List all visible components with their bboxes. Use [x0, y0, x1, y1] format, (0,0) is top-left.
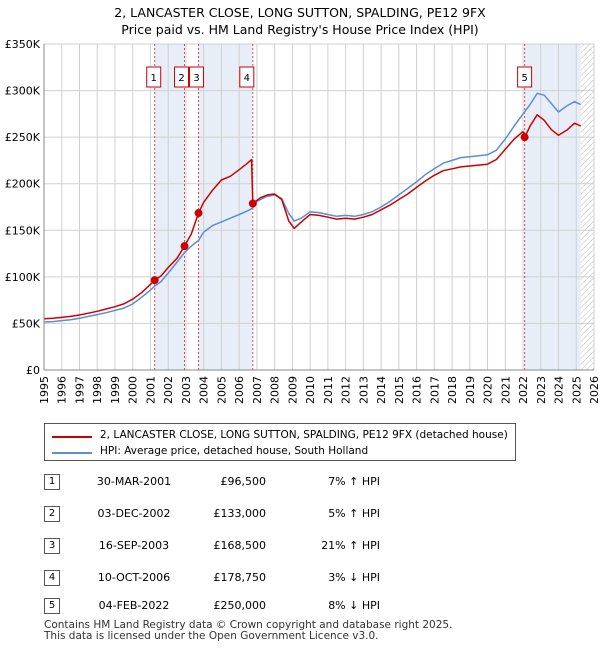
- x-tick-label: 2010: [304, 376, 317, 404]
- x-tick-label: 2001: [144, 376, 157, 404]
- sale-row: 3 16-SEP-2003 £168,500 21% ↑ HPI: [44, 536, 464, 556]
- y-tick-label: £50K: [12, 317, 41, 330]
- footer-attribution: Contains HM Land Registry data © Crown c…: [44, 620, 452, 642]
- x-tick-label: 2016: [411, 376, 424, 404]
- sale-date: 10-OCT-2006: [97, 571, 171, 584]
- x-tick-label: 2019: [464, 376, 477, 404]
- x-tick-label: 2000: [127, 376, 140, 404]
- sale-number-badge: 3: [44, 538, 60, 554]
- x-tick-label: 2023: [535, 376, 548, 404]
- sale-price: £96,500: [220, 475, 267, 488]
- y-tick-label: £300K: [5, 85, 41, 98]
- ownership-band: [198, 44, 253, 370]
- sale-label-number: 4: [244, 73, 250, 84]
- x-tick-label: 2026: [588, 376, 600, 404]
- sale-price: £133,000: [213, 507, 267, 520]
- y-tick-label: £100K: [5, 271, 41, 284]
- x-tick-label: 2005: [215, 376, 228, 404]
- sale-hpi-diff: 8% ↓ HPI: [328, 599, 380, 612]
- sale-hpi-diff: 21% ↑ HPI: [321, 539, 380, 552]
- legend-swatch-hpi: [52, 452, 92, 454]
- x-tick-label: 2004: [198, 376, 211, 404]
- x-tick-label: 1995: [38, 376, 51, 404]
- chart-legend: 2, LANCASTER CLOSE, LONG SUTTON, SPALDIN…: [44, 423, 516, 461]
- hpi-series-line: [43, 92, 582, 323]
- sale-point: [150, 276, 159, 285]
- x-tick-label: 2006: [233, 376, 246, 404]
- x-tick-label: 1996: [56, 376, 69, 404]
- y-tick-label: £200K: [5, 178, 41, 191]
- x-tick-label: 2015: [393, 376, 406, 404]
- x-tick-label: 2008: [269, 376, 282, 404]
- x-tick-label: 2011: [322, 376, 335, 404]
- sale-row: 2 03-DEC-2002 £133,000 5% ↑ HPI: [44, 504, 464, 524]
- footer-licence: This data is licensed under the Open Gov…: [44, 630, 379, 642]
- chart-subtitle: Price paid vs. HM Land Registry's House …: [121, 22, 479, 37]
- x-tick-label: 2013: [357, 376, 370, 404]
- sale-number-badge: 5: [44, 598, 60, 614]
- x-tick-label: 2020: [482, 376, 495, 404]
- sale-number-badge: 1: [44, 474, 60, 490]
- sale-row: 4 10-OCT-2006 £178,750 3% ↓ HPI: [44, 568, 464, 588]
- sale-point: [180, 242, 189, 251]
- chart-title: 2, LANCASTER CLOSE, LONG SUTTON, SPALDIN…: [114, 5, 486, 20]
- sale-label-number: 1: [151, 73, 157, 84]
- sale-hpi-diff: 5% ↑ HPI: [328, 507, 380, 520]
- x-tick-label: 2017: [428, 376, 441, 404]
- ownership-band: [154, 44, 185, 370]
- x-tick-label: 2025: [570, 376, 583, 404]
- x-tick-label: 2021: [499, 376, 512, 404]
- sale-label-box: [517, 66, 533, 88]
- y-tick-label: £0: [26, 364, 40, 377]
- x-tick-label: 1997: [73, 376, 86, 404]
- y-tick-label: £350K: [5, 38, 41, 51]
- footer-copyright: Contains HM Land Registry data © Crown c…: [44, 619, 453, 631]
- sale-label-box: [146, 66, 162, 88]
- sale-label-box: [189, 66, 205, 88]
- x-tick-label: 2009: [286, 376, 299, 404]
- sale-date: 16-SEP-2003: [98, 539, 170, 552]
- x-tick-label: 2024: [553, 376, 566, 404]
- sale-date: 03-DEC-2002: [97, 507, 171, 520]
- x-tick-label: 1998: [91, 376, 104, 404]
- sale-price: £178,750: [213, 571, 267, 584]
- x-tick-label: 1999: [109, 376, 122, 404]
- sale-label-box: [239, 66, 255, 88]
- sale-point: [520, 133, 529, 142]
- sale-hpi-diff: 7% ↑ HPI: [328, 475, 380, 488]
- legend-label-hpi: HPI: Average price, detached house, Sout…: [100, 445, 369, 457]
- future-hatch-region: [580, 44, 594, 370]
- sale-row: 5 04-FEB-2022 £250,000 8% ↓ HPI: [44, 596, 464, 616]
- sale-price: £250,000: [213, 599, 267, 612]
- y-tick-label: £150K: [5, 224, 41, 237]
- sale-label-number: 5: [521, 73, 527, 84]
- sale-date: 30-MAR-2001: [96, 475, 172, 488]
- chart-title-block: 2, LANCASTER CLOSE, LONG SUTTON, SPALDIN…: [0, 4, 600, 38]
- legend-swatch-property: [52, 436, 92, 438]
- sale-label-box: [174, 66, 190, 88]
- x-tick-label: 2003: [180, 376, 193, 404]
- sale-row: 1 30-MAR-2001 £96,500 7% ↑ HPI: [44, 472, 464, 492]
- sale-label-number: 2: [178, 73, 184, 84]
- legend-label-property: 2, LANCASTER CLOSE, LONG SUTTON, SPALDIN…: [100, 429, 508, 441]
- sale-number-badge: 2: [44, 506, 60, 522]
- sale-number-badge: 4: [44, 570, 60, 586]
- y-tick-label: £250K: [5, 131, 41, 144]
- sale-point: [194, 209, 203, 218]
- property-series-line: [43, 114, 582, 320]
- sale-date: 04-FEB-2022: [98, 599, 170, 612]
- ownership-band: [524, 44, 581, 370]
- sale-point: [248, 199, 257, 208]
- sale-price: £168,500: [213, 539, 267, 552]
- sale-label-number: 3: [193, 73, 199, 84]
- x-tick-label: 2018: [446, 376, 459, 404]
- sale-hpi-diff: 3% ↓ HPI: [328, 571, 380, 584]
- x-tick-label: 2007: [251, 376, 264, 404]
- x-tick-label: 2022: [517, 376, 530, 404]
- x-tick-label: 2002: [162, 376, 175, 404]
- x-tick-label: 2014: [375, 376, 388, 404]
- x-tick-label: 2012: [340, 376, 353, 404]
